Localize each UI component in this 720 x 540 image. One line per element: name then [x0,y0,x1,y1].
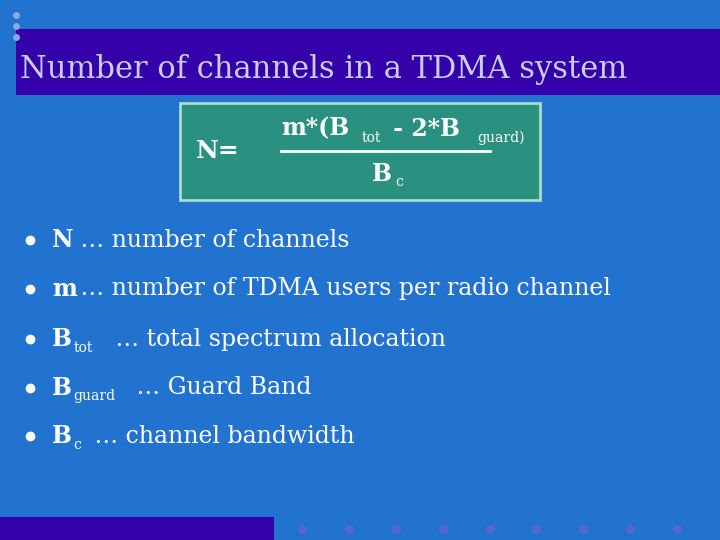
Text: c: c [395,175,403,189]
Text: Number of channels in a TDMA system: Number of channels in a TDMA system [20,53,627,85]
Text: tot: tot [73,341,93,355]
Bar [180,103,540,200]
Text: B: B [52,424,72,448]
Text: B: B [52,327,72,351]
Text: c: c [73,438,81,452]
Text: … total spectrum allocation: … total spectrum allocation [108,328,446,350]
Text: B: B [372,162,392,186]
Bar [16,29,720,94]
Text: … number of TDMA users per radio channel: … number of TDMA users per radio channel [73,278,611,300]
Text: … Guard Band: … Guard Band [128,376,311,399]
Text: guard: guard [73,389,116,403]
Text: m*(B: m*(B [281,117,349,140]
Text: guard): guard) [477,131,525,145]
Text: m: m [52,277,77,301]
Text: N=: N= [196,139,240,163]
Text: - 2*B: - 2*B [385,117,460,140]
Text: … number of channels: … number of channels [73,229,350,252]
Bar [0,517,274,540]
Text: B: B [52,376,72,400]
Text: … channel bandwidth: … channel bandwidth [86,425,354,448]
Text: N: N [52,228,73,252]
Text: tot: tot [361,131,381,145]
